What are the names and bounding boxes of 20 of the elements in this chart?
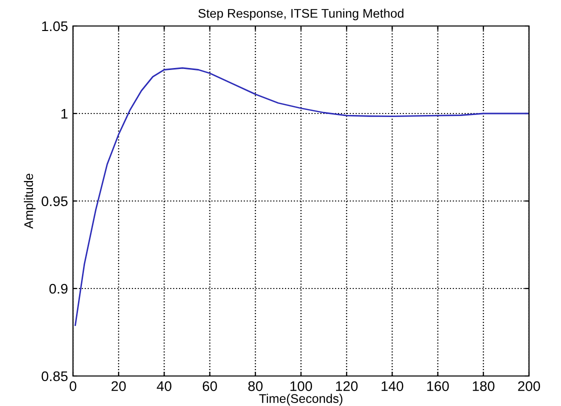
x-tick-label: 80	[248, 381, 263, 392]
x-tick-label: 200	[518, 381, 540, 392]
x-tick-label: 20	[112, 381, 126, 392]
x-tick-label: 160	[427, 381, 449, 392]
x-tick-label: 40	[156, 381, 172, 392]
y-tick-label: 0.85	[42, 371, 68, 382]
x-axis-title: Time(Seconds)	[259, 394, 342, 406]
y-axis-title: Amplitude	[24, 174, 36, 229]
x-tick-label: 0	[70, 381, 76, 392]
y-tick-label: 1.05	[42, 21, 68, 32]
x-tick-label: 100	[290, 381, 312, 392]
x-tick-label: 140	[382, 381, 404, 392]
line-series	[74, 67, 529, 326]
y-tick-label: 1	[61, 108, 68, 119]
y-tick-label: 0.95	[42, 196, 68, 206]
chart-title: Step Response, ITSE Tuning Method	[198, 8, 404, 20]
x-tick-label: 120	[336, 381, 358, 392]
x-tick-label: 60	[202, 381, 217, 392]
x-tick-label: 180	[472, 381, 494, 392]
y-tick-label: 0.9	[49, 284, 68, 294]
